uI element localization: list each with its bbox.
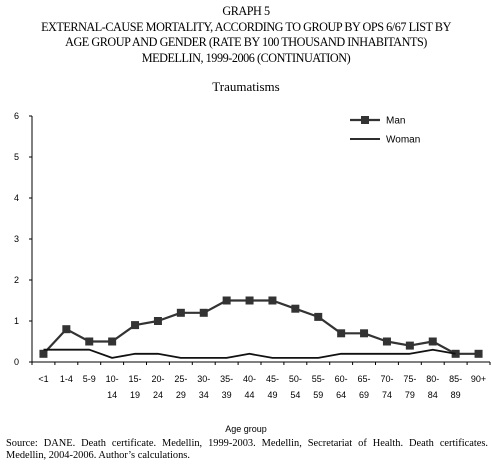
x-tick-label: 15-	[129, 374, 142, 384]
x-tick-label: 55-	[312, 374, 325, 384]
x-tick-label: 49	[267, 390, 277, 400]
x-tick-label: 75-	[403, 374, 416, 384]
x-tick-label: 19	[130, 390, 140, 400]
x-tick-label: 79	[405, 390, 415, 400]
title-line-1: EXTERNAL-CAUSE MORTALITY, ACCORDING TO G…	[41, 19, 451, 34]
x-tick-label: 65-	[358, 374, 371, 384]
series-woman	[43, 348, 456, 359]
data-point-man	[222, 296, 231, 305]
x-tick-label: 44	[245, 390, 255, 400]
data-point-man	[131, 321, 140, 330]
x-tick-label: 64	[336, 390, 346, 400]
data-point-man	[451, 349, 460, 358]
y-tick-label: 1	[14, 316, 19, 326]
data-point-man	[153, 317, 162, 325]
x-axis-label: Age group	[225, 424, 267, 434]
data-point-man	[405, 341, 414, 350]
x-tick-label: 14	[107, 390, 117, 400]
x-tick-label: 59	[313, 390, 323, 400]
title-line-2: AGE GROUP AND GENDER (RATE BY 100 THOUSA…	[65, 35, 427, 50]
legend-label-woman: Woman	[386, 135, 420, 146]
title-line-3: MEDELLIN, 1999-2006 (CONTINUATION)	[141, 50, 351, 65]
data-point-man	[291, 304, 300, 313]
data-point-man	[176, 308, 185, 317]
x-tick-label: 24	[153, 390, 163, 400]
legend-label-man: Man	[386, 116, 405, 127]
chart-title-block: GRAPH 5 EXTERNAL-CAUSE MORTALITY, ACCORD…	[0, 4, 492, 66]
data-point-man	[245, 296, 254, 305]
data-point-man	[62, 325, 71, 334]
x-tick-label: 60-	[335, 374, 348, 384]
x-tick-label: 34	[199, 390, 209, 400]
data-point-man	[85, 337, 94, 346]
x-tick-label: 70-	[380, 374, 393, 384]
x-tick-label: <1	[38, 374, 48, 384]
x-tick-label: 45-	[266, 374, 279, 384]
y-tick-label: 5	[14, 152, 19, 162]
y-tick-label: 0	[14, 357, 19, 367]
y-tick-label: 3	[14, 234, 19, 244]
y-tick-label: 4	[14, 193, 19, 203]
x-tick-label: 20-	[151, 374, 164, 384]
data-point-man	[199, 308, 208, 317]
x-tick-label: 39	[222, 390, 232, 400]
chart-axes	[31, 116, 490, 363]
x-tick-label: 40-	[243, 374, 256, 384]
x-tick-label: 84	[428, 390, 438, 400]
source-note: Source: DANE. Death certificate. Medelli…	[6, 438, 488, 462]
legend: Man Woman	[350, 116, 420, 146]
data-point-man	[360, 329, 369, 338]
x-tick-label: 69	[359, 390, 369, 400]
data-point-man	[108, 337, 117, 346]
chart-subtitle: Traumatisms	[212, 79, 280, 94]
x-tick-label: 54	[290, 390, 300, 400]
x-tick-label: 10-	[106, 374, 119, 384]
x-tick-label: 30-	[197, 374, 210, 384]
x-tick-label: 5-9	[83, 374, 96, 384]
x-tick-label: 74	[382, 390, 392, 400]
data-point-man	[268, 296, 277, 305]
y-tick-label: 2	[14, 275, 19, 285]
series-man	[39, 296, 483, 358]
data-point-man	[382, 337, 391, 346]
series-line-woman	[43, 348, 456, 359]
graph-number: GRAPH 5	[222, 4, 270, 18]
x-tick-label: 50-	[289, 374, 302, 384]
x-tick-label: 35-	[220, 374, 233, 384]
y-axis-ticks: 0 1 2 3 4 5 6	[14, 111, 32, 367]
data-point-man	[474, 349, 483, 358]
x-tick-label: 29	[176, 390, 186, 400]
x-tick-label: 85-	[449, 374, 462, 384]
x-tick-label: 89	[451, 390, 461, 400]
x-tick-label: 90+	[471, 374, 486, 384]
data-point-man	[337, 329, 346, 338]
series-layer	[39, 296, 483, 359]
data-point-man	[314, 312, 323, 321]
data-point-man	[428, 337, 437, 346]
x-axis-ticks: <1 1-4 5-9 10- 14 15- 19 20- 24 25- 29 30- 34 35- 39 40…	[31, 362, 491, 400]
x-tick-label: 25-	[174, 374, 187, 384]
x-tick-label: 1-4	[60, 374, 73, 384]
y-tick-label: 6	[14, 111, 19, 121]
legend-marker-man	[361, 116, 369, 124]
data-point-man	[39, 349, 48, 358]
x-tick-label: 80-	[426, 374, 439, 384]
